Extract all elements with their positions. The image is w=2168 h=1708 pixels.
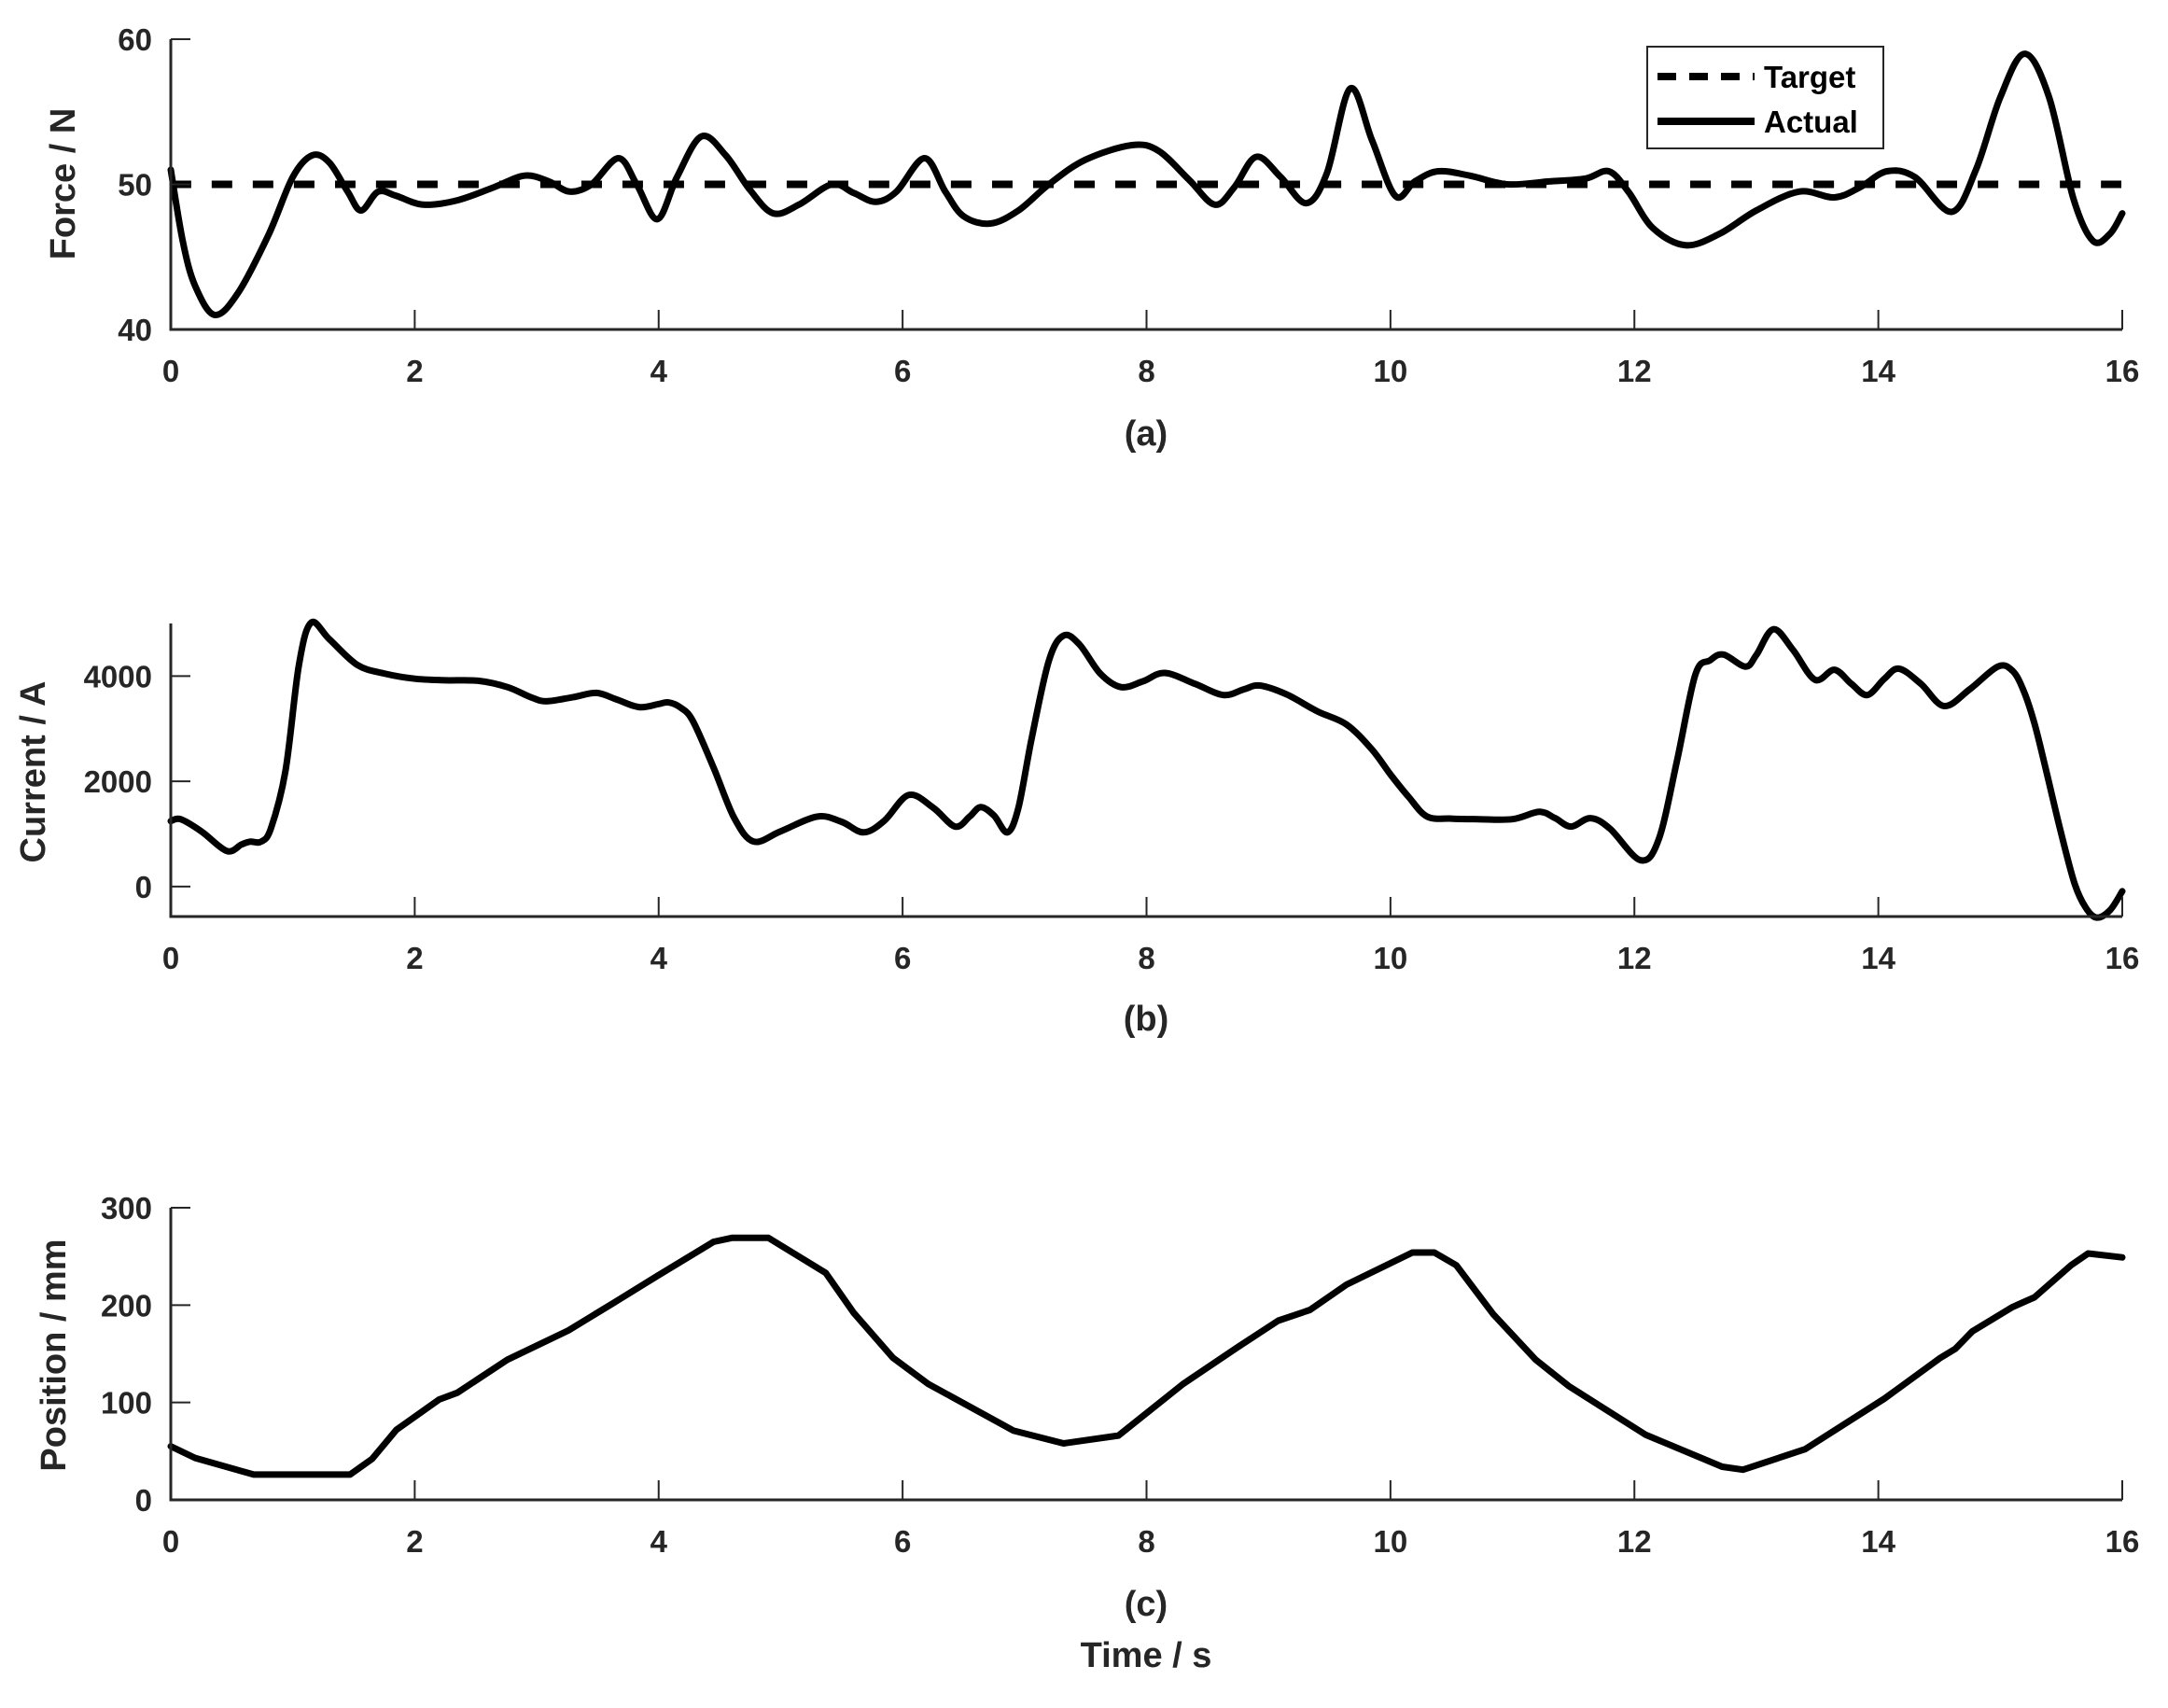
x-tick-label: 6 [894,1524,911,1559]
x-tick-label: 6 [894,354,911,388]
x-axis-title: Time / s [1081,1636,1212,1675]
y-tick-label: 0 [135,1483,152,1518]
y-tick-label: 60 [118,22,152,57]
x-tick-label: 10 [1374,1524,1408,1559]
panel-a-series [167,50,2126,318]
x-tick-label: 8 [1138,941,1154,975]
panel-b-label: (b) [1124,1000,1169,1039]
axis-lines [169,623,2122,918]
x-tick-label: 16 [2105,941,2140,975]
x-tick-label: 12 [1617,941,1652,975]
panel-a-axes: 0 2 4 6 8 10 12 14 16 40 50 60 [118,22,2139,388]
x-tick-label: 14 [1861,941,1895,975]
x-tick-label: 8 [1138,354,1154,388]
x-tick-label: 10 [1374,941,1408,975]
x-tick-label: 16 [2105,1524,2140,1559]
x-tick-label: 6 [894,941,911,975]
panel-b-current: 0 2 4 6 8 10 12 14 16 0 2000 4000 Current / A (b) [14,618,2140,1039]
x-tick-label: 12 [1617,354,1652,388]
y-tick-label: 0 [135,870,152,904]
x-tick-label: 14 [1861,354,1895,388]
y-tick-label: 40 [118,313,152,347]
x-tick-label: 2 [406,941,423,975]
x-tick-label: 0 [162,354,179,388]
x-tick-label: 2 [406,354,423,388]
x-tick-label: 12 [1617,1524,1652,1559]
y-tick-label: 300 [101,1191,152,1225]
x-tick-label: 2 [406,1524,423,1559]
panel-c-ylabel: Position / mm [35,1239,74,1471]
panel-a-force: 0 2 4 6 8 10 12 14 16 40 50 60 Force / N (a) Target… [44,22,2139,454]
axis-lines [169,1208,2122,1502]
y-tick-label: 2000 [84,764,152,799]
series-position-line [167,1234,2126,1478]
x-tick-label: 4 [650,1524,668,1559]
panel-c-position: 0 2 4 6 8 10 12 14 16 0 100 200 300 Position / mm (c… [35,1191,2139,1624]
y-tick-label: 4000 [84,659,152,693]
x-tick-label: 8 [1138,1524,1154,1559]
panel-a-ylabel: Force / N [44,108,83,260]
x-tick-label: 0 [162,1524,179,1559]
panel-a-label: (a) [1125,414,1168,454]
panel-c-series [167,1234,2126,1478]
series-actual-line [167,50,2126,318]
panel-c-label: (c) [1125,1585,1168,1624]
x-tick-label: 0 [162,941,179,975]
panel-b-axes: 0 2 4 6 8 10 12 14 16 0 2000 4000 [84,623,2140,975]
x-tick-label: 16 [2105,354,2140,388]
legend-actual-label: Actual [1764,105,1858,139]
panel-b-ylabel: Current / A [14,681,53,863]
legend-box [1646,46,1884,149]
y-tick-label: 100 [101,1386,152,1421]
y-tick-label: 50 [118,168,152,203]
series-current-line [167,618,2126,921]
legend: Target Actual [1646,46,1884,149]
panel-c-axes: 0 2 4 6 8 10 12 14 16 0 100 200 300 [101,1191,2139,1559]
y-tick-label: 200 [101,1288,152,1323]
panel-b-series [167,618,2126,921]
legend-target-label: Target [1764,60,1855,94]
x-tick-label: 10 [1374,354,1408,388]
x-tick-label: 4 [650,354,668,388]
x-tick-label: 4 [650,941,668,975]
x-tick-label: 14 [1861,1524,1895,1559]
